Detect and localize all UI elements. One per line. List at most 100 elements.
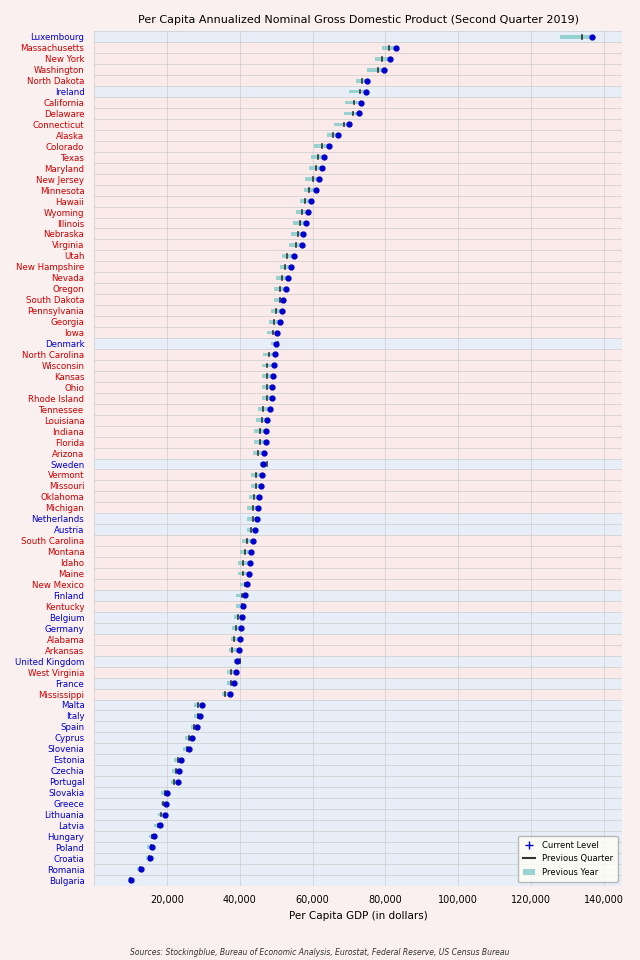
Bar xyxy=(258,407,269,411)
Bar xyxy=(311,156,324,159)
Bar xyxy=(356,79,367,83)
Bar xyxy=(137,868,141,872)
Bar xyxy=(94,371,622,382)
Bar xyxy=(195,714,200,718)
Bar xyxy=(94,700,622,710)
Bar xyxy=(271,342,276,346)
Bar xyxy=(146,856,150,860)
Bar xyxy=(238,571,249,575)
Bar xyxy=(240,550,251,554)
Bar xyxy=(94,777,622,787)
Bar xyxy=(94,251,622,261)
Bar xyxy=(94,656,622,666)
Bar xyxy=(94,831,622,842)
Bar xyxy=(94,492,622,502)
Bar xyxy=(262,364,274,368)
Bar xyxy=(289,243,302,247)
Bar xyxy=(264,352,275,356)
Bar xyxy=(154,824,159,828)
Bar xyxy=(94,623,622,634)
Bar xyxy=(346,101,361,105)
Bar xyxy=(94,732,622,743)
Bar xyxy=(171,780,178,783)
Bar xyxy=(241,539,253,542)
Bar xyxy=(335,123,349,127)
Bar xyxy=(269,320,280,324)
Bar xyxy=(227,682,234,685)
Bar xyxy=(234,660,237,663)
Bar xyxy=(262,396,271,400)
Bar xyxy=(236,605,243,609)
Bar xyxy=(127,878,131,882)
Bar xyxy=(230,637,240,641)
Bar xyxy=(292,221,306,225)
Bar xyxy=(191,725,196,729)
Bar xyxy=(94,842,622,852)
Bar xyxy=(234,615,242,619)
Bar xyxy=(94,273,622,283)
Bar xyxy=(158,812,164,816)
Bar xyxy=(94,710,622,721)
Bar xyxy=(174,757,180,761)
Bar xyxy=(94,53,622,64)
Bar xyxy=(349,89,366,93)
Bar xyxy=(94,645,622,656)
Bar xyxy=(296,210,308,214)
Bar xyxy=(94,546,622,557)
Bar xyxy=(94,524,622,536)
Bar xyxy=(94,425,622,437)
Bar xyxy=(94,305,622,316)
Bar xyxy=(94,404,622,415)
Bar xyxy=(236,593,245,597)
Bar xyxy=(183,747,189,751)
Bar xyxy=(275,287,287,291)
X-axis label: Per Capita GDP (in dollars): Per Capita GDP (in dollars) xyxy=(289,911,428,921)
Bar xyxy=(282,254,294,258)
Bar xyxy=(94,765,622,777)
Bar xyxy=(262,385,273,389)
Bar xyxy=(94,283,622,294)
Bar xyxy=(94,42,622,53)
Bar xyxy=(275,298,284,301)
Bar xyxy=(232,626,241,630)
Bar xyxy=(94,294,622,305)
Bar xyxy=(94,688,622,700)
Bar xyxy=(94,666,622,678)
Bar xyxy=(94,218,622,228)
Bar xyxy=(94,579,622,590)
Bar xyxy=(94,228,622,239)
Bar xyxy=(256,419,268,422)
Bar xyxy=(367,68,384,72)
Bar xyxy=(94,678,622,688)
Bar xyxy=(94,382,622,393)
Bar xyxy=(94,338,622,349)
Text: Sources: Stockingblue, Bureau of Economic Analysis, Eurostat, Federal Reserve, U: Sources: Stockingblue, Bureau of Economi… xyxy=(131,948,509,957)
Bar xyxy=(94,536,622,546)
Bar xyxy=(303,188,316,192)
Bar xyxy=(94,206,622,218)
Bar xyxy=(94,469,622,480)
Bar xyxy=(276,276,288,279)
Bar xyxy=(280,265,291,269)
Bar xyxy=(309,166,323,170)
Bar xyxy=(94,196,622,206)
Bar xyxy=(94,239,622,251)
Bar xyxy=(227,670,236,674)
Bar xyxy=(291,232,303,236)
Bar xyxy=(94,820,622,831)
Bar xyxy=(94,514,622,524)
Bar xyxy=(94,864,622,875)
Bar xyxy=(229,648,239,652)
Bar xyxy=(254,429,266,433)
Bar xyxy=(94,108,622,119)
Bar xyxy=(94,437,622,447)
Bar xyxy=(247,516,257,520)
Bar xyxy=(94,415,622,425)
Legend: Current Level, Previous Quarter, Previous Year: Current Level, Previous Quarter, Previou… xyxy=(518,836,618,881)
Bar xyxy=(94,590,622,601)
Bar xyxy=(94,852,622,864)
Bar xyxy=(560,35,592,38)
Bar xyxy=(251,473,262,477)
Bar xyxy=(94,130,622,141)
Bar xyxy=(253,451,264,455)
